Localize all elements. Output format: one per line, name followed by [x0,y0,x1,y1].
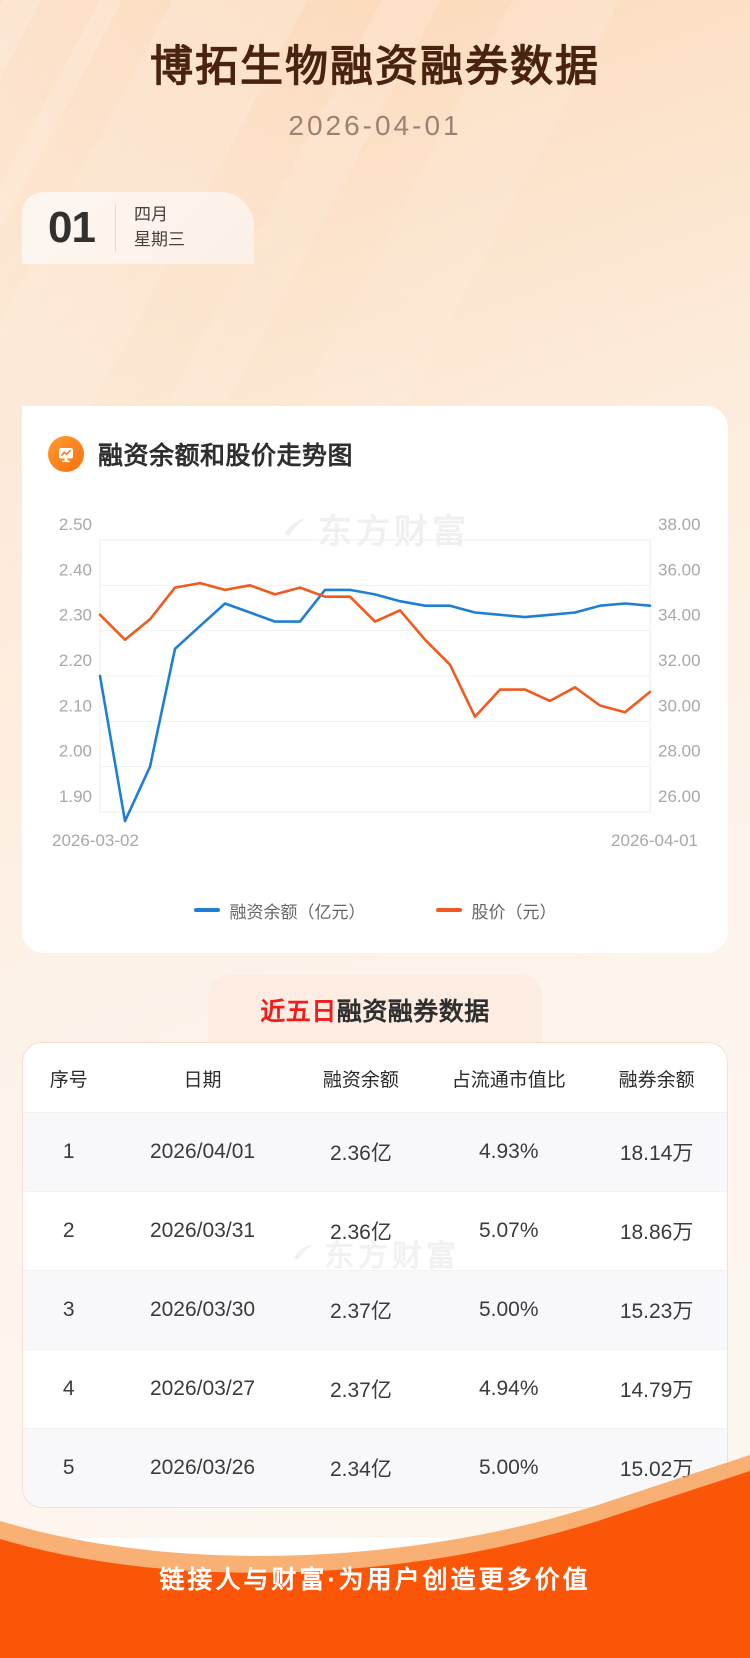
chart-plot: 2.50 38.00 2.40 36.00 2.30 34.00 2.20 32.00 2.10… [52,515,701,850]
table-title-highlight: 近五日 [260,997,337,1026]
cell-ratio: 5.00% [431,1269,587,1350]
series-line-stock-price [98,581,652,718]
svg-text:38.00: 38.00 [658,515,701,534]
footer-wave [0,1455,750,1658]
page-title: 博拓生物融资融券数据 [150,43,600,91]
date-tab-month: 四月 [133,205,168,225]
legend-item-stock-price: 股价（元） [435,898,557,923]
svg-text:36.00: 36.00 [658,560,701,579]
legend-label-margin-balance: 融资余额（亿元） [229,902,366,922]
cell-ratio: 4.93% [478,1139,539,1163]
chart-title: 融资余额和股价走势图 [98,441,354,470]
cell-margin-balance: 2.37亿 [290,1348,432,1429]
table-row: 3 2026/03/30 2.37亿 5.00% 15.23万 [23,1269,727,1350]
table-row: 4 2026/03/27 2.37亿 4.94% 14.79万 [23,1348,727,1429]
svg-text:28.00: 28.00 [658,741,701,760]
cell-short-balance: 18.86万 [586,1190,727,1271]
cell-date: 2026/03/27 [114,1348,291,1429]
cell-short-balance: 14.79万 [586,1348,727,1429]
table-title: 近五日融资融券数据 [208,974,542,1044]
cell-margin-balance: 2.36亿 [290,1190,432,1271]
svg-text:2.30: 2.30 [59,605,92,624]
svg-text:2.50: 2.50 [59,515,92,534]
cell-ratio: 5.00% [431,1427,587,1507]
chart-header: 融资余额和股价走势图 [22,432,728,472]
page-header: 博拓生物融资融券数据 2026-04-01 [0,0,750,142]
page-footer: 链接人与财富·为用户创造更多价值 [0,1443,750,1658]
cell-ratio: 4.94% [431,1348,587,1429]
chart-card: 融资余额和股价走势图 东方财富 2.50 38.00 2.40 36.00 2.30 34… [22,405,728,953]
col-header-short-balance: 融券余额 [586,1042,727,1113]
svg-text:2.40: 2.40 [59,560,92,579]
col-header-ratio: 占流通市值比 [431,1042,587,1113]
date-tab-weekday: 星期三 [133,230,185,249]
svg-text:1.90: 1.90 [59,787,92,806]
cell-margin-balance: 2.34亿 [290,1427,432,1507]
col-header-date: 日期 [114,1042,291,1113]
cell-index: 4 [23,1348,115,1429]
legend-item-margin-balance: 融资余额（亿元） [193,898,366,923]
table-title-row: 近五日融资融券数据 [22,974,728,1044]
table-header-row: 序号 日期 融资余额 占流通市值比 融券余额 [23,1042,727,1113]
cell-short-balance: 18.14万 [619,1141,694,1165]
svg-text:32.00: 32.00 [658,651,701,670]
chart-watermark: 东方财富 [280,504,470,553]
cell-date: 2026/03/30 [114,1269,291,1350]
cell-index: 1 [62,1139,75,1163]
date-tab-day: 01 [48,203,96,252]
page-date-subtitle: 2026-04-01 [288,109,462,141]
table-body: 1 2026/04/01 2.36亿 4.93% 18.14万 2 2026/03/31 2.… [23,1112,727,1507]
chart-line-icon [48,435,84,472]
legend-label-stock-price: 股价（元） [471,902,557,922]
cell-ratio: 5.07% [431,1190,587,1271]
svg-text:26.00: 26.00 [658,787,701,806]
svg-text:2.20: 2.20 [59,651,92,670]
svg-text:2026-03-02: 2026-03-02 [52,831,139,850]
cell-date: 2026/03/26 [114,1427,291,1507]
cell-short-balance: 15.23万 [586,1269,727,1350]
svg-text:2026-04-01: 2026-04-01 [611,831,698,850]
table-row: 1 2026/04/01 2.36亿 4.93% 18.14万 [23,1112,727,1192]
cell-date: 2026/03/31 [114,1190,291,1271]
table-container: 东方财富 序号 日期 融资余额 占流通市值比 融券余额 1 2026/04/01 2… [22,1041,728,1508]
cell-date: 2026/04/01 [149,1139,256,1163]
col-header-margin-balance: 融资余额 [290,1042,432,1113]
series-line-margin-balance [98,588,652,823]
table-title-rest: 融资融券数据 [336,997,490,1026]
cell-index: 3 [23,1269,115,1350]
date-tab: 01 四月 星期三 [22,192,254,264]
svg-text:2.10: 2.10 [59,696,92,715]
cell-index: 5 [23,1427,115,1507]
watermark-logo-icon [284,518,306,537]
svg-text:30.00: 30.00 [658,696,701,715]
chart-legend: 融资余额（亿元） 股价（元） [22,898,728,923]
legend-swatch-blue [193,908,220,913]
date-tab-divider [114,204,116,252]
svg-text:2.00: 2.00 [59,741,92,760]
chart-watermark-text: 东方财富 [318,512,470,551]
col-header-index: 序号 [23,1042,115,1113]
table-head: 序号 日期 融资余额 占流通市值比 融券余额 [23,1042,727,1113]
date-tab-meta: 四月 星期三 [134,206,185,249]
table-row: 2 2026/03/31 2.36亿 5.07% 18.86万 [23,1190,727,1271]
legend-swatch-orange [435,908,462,913]
margin-trading-table: 序号 日期 融资余额 占流通市值比 融券余额 1 2026/04/01 2.36亿 4… [23,1042,727,1507]
chart-area: 东方财富 2.50 38.00 2.40 36.00 2.30 34.00 2.20 32.0… [22,494,728,894]
cell-index: 2 [23,1190,115,1271]
cell-margin-balance: 2.36亿 [329,1141,392,1165]
svg-text:34.00: 34.00 [658,605,701,624]
footer-slogan: 链接人与财富·为用户创造更多价值 [159,1566,591,1594]
cell-margin-balance: 2.37亿 [290,1269,432,1350]
